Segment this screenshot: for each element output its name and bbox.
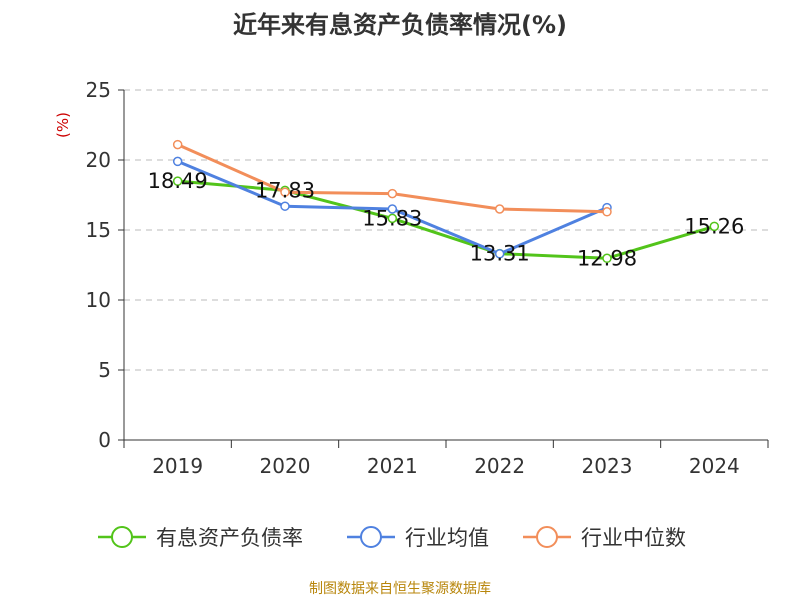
legend-label: 行业中位数 xyxy=(581,526,686,550)
legend-label: 有息资产负债率 xyxy=(156,526,303,550)
data-point xyxy=(172,176,183,186)
y-axis-label: (%) xyxy=(54,112,72,138)
y-tick-label: 20 xyxy=(86,148,111,172)
data-point xyxy=(387,213,398,224)
legend-item[interactable]: 行业中位数 xyxy=(523,526,686,550)
data-point xyxy=(280,187,290,197)
axes: 0 5 10 15 20 25 2019 2020 2021 2022 2023 2024 xyxy=(86,78,769,478)
data-label: 18.49 xyxy=(148,169,208,193)
legend-marker xyxy=(360,526,382,548)
series-line xyxy=(177,179,715,260)
legend-item[interactable]: 有息资产负债率 xyxy=(98,526,303,550)
data-point xyxy=(172,139,183,150)
data-labels: 18.49 17.83 15.83 13.31 12.98 15.26 xyxy=(148,169,745,270)
legend-marker xyxy=(536,526,558,548)
series-layer xyxy=(172,139,720,264)
legend-item[interactable]: 行业均值 xyxy=(347,526,489,550)
data-label: 17.83 xyxy=(255,178,315,202)
legend-label: 行业均值 xyxy=(405,526,489,550)
y-tick-label: 15 xyxy=(86,218,111,242)
data-label: 15.83 xyxy=(362,206,422,230)
series-line xyxy=(177,143,608,214)
x-tick-label: 2024 xyxy=(689,454,740,478)
x-tick-label: 2019 xyxy=(152,454,203,478)
legend: 有息资产负债率 行业均值 行业中位数 xyxy=(98,526,686,550)
x-tick-label: 2023 xyxy=(582,454,633,478)
data-point xyxy=(494,249,505,259)
data-label: 15.26 xyxy=(684,214,744,238)
x-tick-label: 2022 xyxy=(474,454,525,478)
data-point xyxy=(709,221,720,232)
data-point xyxy=(387,188,398,199)
data-label: 12.98 xyxy=(577,246,637,270)
legend-marker xyxy=(111,526,133,548)
data-point xyxy=(172,156,183,167)
y-tick-label: 0 xyxy=(98,428,111,452)
y-tick-label: 10 xyxy=(86,288,111,312)
y-tick-label: 25 xyxy=(86,78,111,102)
data-point xyxy=(280,201,290,211)
y-tick-label: 5 xyxy=(98,358,111,382)
source-note: 制图数据来自恒生聚源数据库 xyxy=(309,581,491,597)
data-label: 13.31 xyxy=(470,242,530,266)
data-point xyxy=(602,207,612,217)
data-point xyxy=(387,204,398,214)
x-tick-label: 2020 xyxy=(260,454,311,478)
x-tick-label: 2021 xyxy=(367,454,418,478)
data-point xyxy=(602,253,612,264)
data-point xyxy=(494,204,505,214)
chart-title: 近年来有息资产负债率情况(%) xyxy=(233,11,567,39)
